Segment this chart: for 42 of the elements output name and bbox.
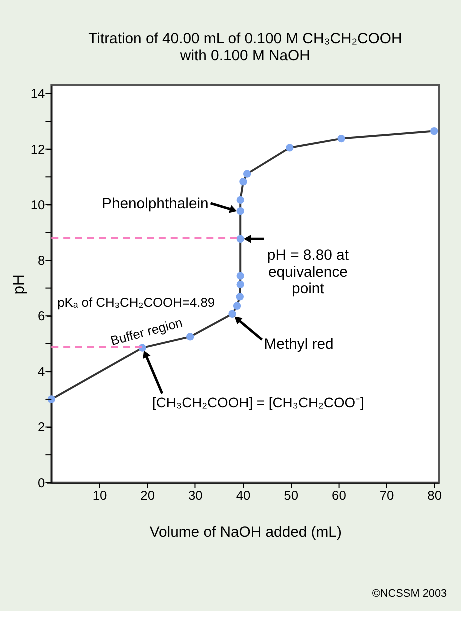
y-tick-label: 6 xyxy=(38,308,46,324)
annotation: [CH₃CH₂COOH] = [CH₃CH₂COO⁻] xyxy=(152,394,364,411)
x-tick-label: 50 xyxy=(284,488,299,504)
point xyxy=(48,396,56,404)
ref-line-label: pKₐ of CH₃CH₂COOH=4.89 xyxy=(58,295,216,310)
point xyxy=(233,302,242,310)
y-tick-label: 0 xyxy=(38,475,46,490)
point xyxy=(236,280,244,289)
point xyxy=(430,127,438,136)
text: with 0.100 M NaOH xyxy=(180,48,310,65)
point xyxy=(228,310,236,318)
annotation: Buffer region xyxy=(109,314,184,348)
x-tick-label: 10 xyxy=(92,488,108,504)
point xyxy=(236,196,244,204)
point xyxy=(286,144,294,152)
point xyxy=(240,178,248,186)
x-axis-title: Volume of NaOH added (mL) xyxy=(150,524,342,541)
y-tick-label: 2 xyxy=(38,420,46,435)
x-tick-label: 40 xyxy=(236,488,251,504)
y-tick-label: 10 xyxy=(30,197,46,212)
point xyxy=(243,170,252,178)
point xyxy=(236,207,244,216)
point xyxy=(338,134,346,143)
y-tick-label: 4 xyxy=(38,364,46,380)
text: ©NCSSM 2003 xyxy=(372,588,448,600)
text: Titration of 40.00 mL of 0.100 M CH₃CH₂COOH xyxy=(88,32,402,48)
annotation: pH = 8.80 at equivalence point xyxy=(267,248,350,298)
y-tick-label: 8 xyxy=(38,252,46,268)
x-tick-label: 60 xyxy=(332,488,346,504)
annotation: Methyl red xyxy=(264,336,334,353)
y-axis-title: pH xyxy=(10,274,28,295)
point xyxy=(236,272,244,280)
x-tick-label: 70 xyxy=(380,488,394,504)
annotation: Phenolphthalein xyxy=(102,196,209,212)
y-tick-label: 14 xyxy=(30,86,46,102)
x-tick-label: 30 xyxy=(188,488,203,504)
point xyxy=(236,293,244,301)
y-tick-label: 12 xyxy=(30,142,46,157)
x-tick-label: 80 xyxy=(428,488,442,504)
x-tick-label: 20 xyxy=(140,488,156,504)
point xyxy=(236,235,244,243)
point xyxy=(186,333,194,341)
